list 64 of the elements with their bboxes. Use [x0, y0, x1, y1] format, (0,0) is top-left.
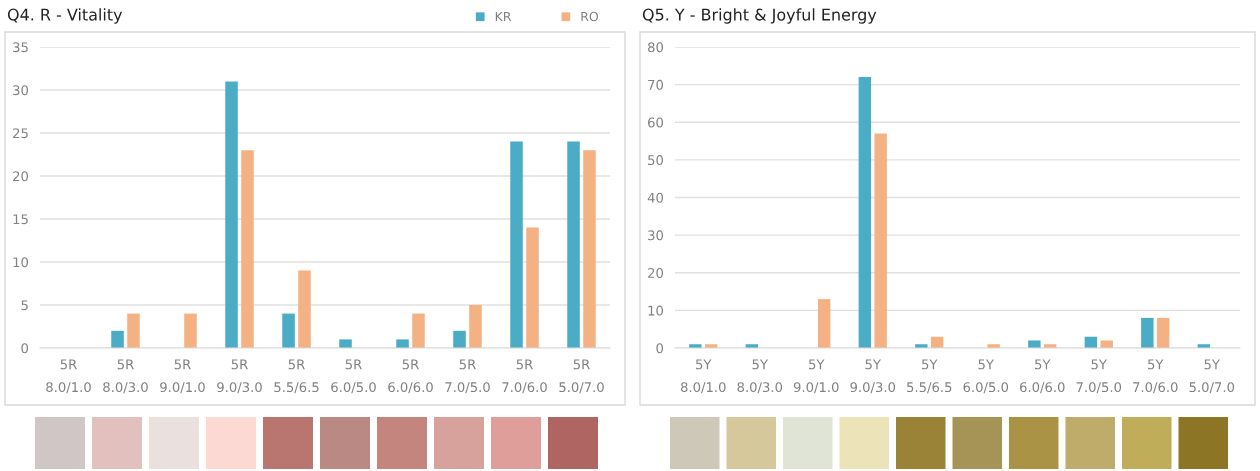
- chart-title: Q5. Y - Bright & Joyful Energy: [642, 8, 877, 24]
- y-tick-label: 25: [13, 128, 28, 139]
- bar: [241, 150, 254, 348]
- bar: [298, 270, 311, 348]
- bar: [874, 133, 887, 348]
- bar: [1156, 317, 1170, 348]
- legend-label: RO: [581, 11, 599, 22]
- y-tick-label: 20: [648, 267, 664, 278]
- y-tick-label: 70: [648, 79, 664, 90]
- x-tick-label: 5Y 5.0/7.0: [1189, 359, 1235, 394]
- x-tick-label: 5R 5.5/6.5: [274, 359, 319, 394]
- y-tick-label: 15: [13, 214, 28, 225]
- x-tick-label: 5R 8.0/3.0: [103, 359, 148, 394]
- chart-title: Q4. R - Vitality: [7, 8, 123, 24]
- y-tick-label: 10: [648, 305, 664, 316]
- bar: [1141, 317, 1154, 348]
- x-tick-label: 5R 5.0/7.0: [559, 359, 604, 394]
- bar: [817, 299, 831, 348]
- bar: [526, 227, 539, 348]
- x-tick-label: 5Y 7.0/5.0: [1076, 359, 1122, 394]
- x-tick-label: 5R 7.0/5.0: [445, 359, 490, 394]
- bar: [1028, 340, 1041, 348]
- x-tick-label: 5R 7.0/6.0: [502, 359, 547, 394]
- bar: [583, 150, 596, 348]
- y-tick-label: 10: [13, 257, 29, 268]
- y-tick-label: 20: [13, 171, 29, 182]
- y-tick-label: 30: [13, 85, 29, 96]
- x-tick-label: 5Y 7.0/6.0: [1133, 359, 1178, 394]
- x-tick-label: 5Y 6.0/5.0: [963, 359, 1009, 394]
- x-tick-label: 5Y 9.0/3.0: [850, 359, 896, 394]
- y-tick-label: 0: [21, 343, 29, 354]
- x-tick-label: 5Y 8.0/1.0: [680, 359, 726, 394]
- bar: [453, 330, 466, 348]
- bar: [396, 339, 409, 348]
- bar: [127, 313, 140, 348]
- x-tick-label: 5R 9.0/3.0: [217, 359, 262, 394]
- bar: [225, 81, 238, 348]
- bar: [858, 77, 872, 348]
- x-tick-label: 5R 9.0/1.0: [160, 359, 205, 394]
- bar: [282, 313, 295, 348]
- y-tick-label: 30: [648, 230, 664, 241]
- x-tick-label: 5Y 6.0/6.0: [1019, 359, 1065, 394]
- y-tick-label: 50: [648, 155, 664, 166]
- bar: [510, 141, 523, 348]
- bar: [412, 313, 425, 348]
- x-tick-label: 5R 6.0/5.0: [331, 359, 376, 394]
- x-tick-label: 5R 8.0/1.0: [46, 359, 91, 394]
- y-tick-label: 0: [656, 343, 664, 354]
- y-tick-label: 60: [648, 117, 664, 128]
- x-tick-label: 5Y 5.5/6.5: [907, 359, 952, 394]
- x-tick-label: 5R 6.0/6.0: [388, 359, 433, 394]
- y-tick-label: 80: [647, 42, 664, 53]
- y-tick-label: 35: [13, 42, 28, 53]
- y-tick-label: 40: [647, 192, 664, 203]
- bar: [567, 141, 580, 348]
- x-tick-label: 5Y 8.0/3.0: [737, 359, 783, 394]
- y-tick-label: 5: [21, 300, 28, 311]
- bar: [1100, 340, 1113, 348]
- bar: [184, 313, 197, 348]
- bar: [339, 339, 352, 348]
- x-tick-label: 5Y 9.0/1.0: [793, 359, 839, 394]
- legend-label: KR: [495, 12, 512, 22]
- bar: [111, 330, 124, 348]
- bar: [469, 305, 482, 348]
